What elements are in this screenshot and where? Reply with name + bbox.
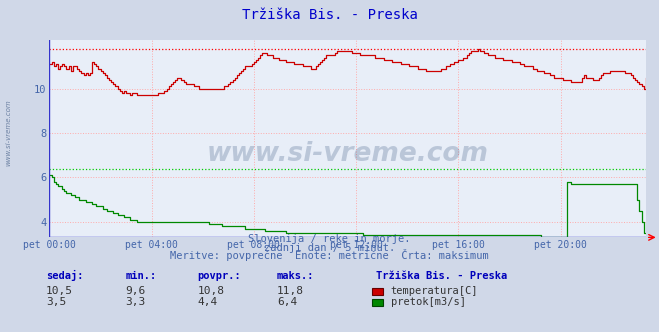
Text: 11,8: 11,8 <box>277 286 304 296</box>
Text: 3,5: 3,5 <box>46 297 67 307</box>
Text: maks.:: maks.: <box>277 271 314 281</box>
Text: pretok[m3/s]: pretok[m3/s] <box>391 297 466 307</box>
Text: 6,4: 6,4 <box>277 297 297 307</box>
Text: www.si-vreme.com: www.si-vreme.com <box>207 141 488 167</box>
Text: Slovenija / reke in morje.: Slovenija / reke in morje. <box>248 234 411 244</box>
Text: temperatura[C]: temperatura[C] <box>391 286 478 296</box>
Text: 9,6: 9,6 <box>125 286 146 296</box>
Text: povpr.:: povpr.: <box>198 271 241 281</box>
Text: 10,8: 10,8 <box>198 286 225 296</box>
Text: sedaj:: sedaj: <box>46 270 84 281</box>
Text: Tržiška Bis. - Preska: Tržiška Bis. - Preska <box>242 8 417 22</box>
Text: zadnji dan / 5 minut.: zadnji dan / 5 minut. <box>264 243 395 253</box>
Text: www.si-vreme.com: www.si-vreme.com <box>5 99 11 166</box>
Text: min.:: min.: <box>125 271 156 281</box>
Text: 10,5: 10,5 <box>46 286 73 296</box>
Text: 4,4: 4,4 <box>198 297 218 307</box>
Text: Tržiška Bis. - Preska: Tržiška Bis. - Preska <box>376 271 507 281</box>
Text: 3,3: 3,3 <box>125 297 146 307</box>
Text: Meritve: povprečne  Enote: metrične  Črta: maksimum: Meritve: povprečne Enote: metrične Črta:… <box>170 249 489 261</box>
